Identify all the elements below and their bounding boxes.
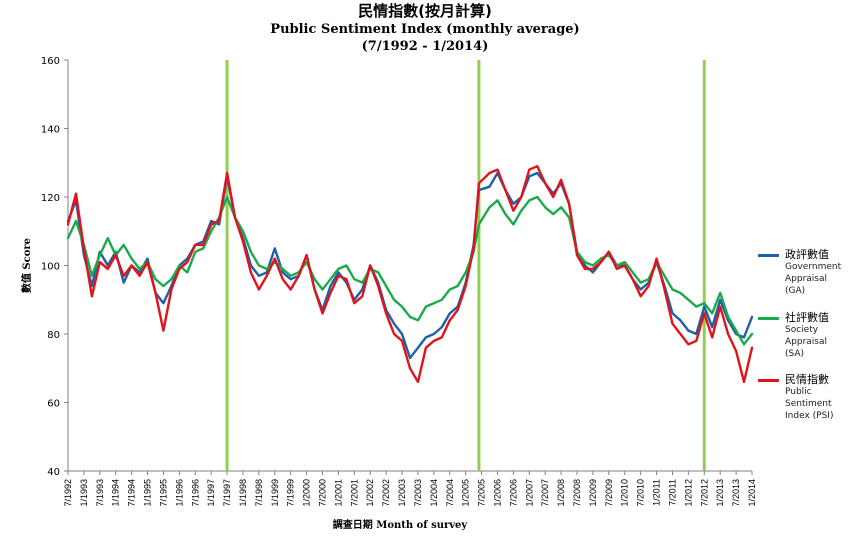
x-tick-label: 7/2012 [699,479,709,507]
y-tick-label: 160 [41,56,60,67]
x-tick-label: 7/2011 [667,479,677,506]
chart-title-english: Public Sentiment Index (monthly average) [270,22,580,37]
x-tick-label: 1/2000 [302,479,312,507]
x-tick-label: 7/2008 [572,479,582,507]
x-tick-label: 7/2010 [636,479,646,507]
x-tick-label: 7/1998 [254,479,264,507]
x-tick-label: 1/2001 [333,479,343,507]
x-tick-label: 1/2004 [429,479,439,507]
x-tick-label: 1/1999 [270,479,280,507]
vertical-markers [225,60,706,471]
y-tick-label: 140 [41,125,60,136]
chart-date-range: (7/1992 - 1/2014) [361,39,489,54]
legend-label-chinese: 民情指數 [785,373,829,386]
x-tick-label: 1/1997 [206,479,216,507]
plot-area [67,60,752,472]
legend-text: 民情指數 Public Sentiment Index (PSI) [785,373,850,422]
chart-title-block: 民情指數(按月計算) Public Sentiment Index (month… [0,0,850,55]
x-tick-label: 7/1997 [222,479,232,507]
x-tick-label: 1/2009 [588,479,598,507]
legend-label-english: Government [785,262,842,272]
legend-label-chinese: 社評數值 [785,311,829,324]
series-line-0 [66,171,754,360]
x-tick-label: 7/2003 [413,479,423,507]
x-tick-label: 7/1993 [95,479,105,507]
x-tick-label: 7/2004 [445,479,455,507]
y-axis: 40 60 80 100 120 140 160 [41,56,68,478]
x-tick-label: 1/2014 [747,479,757,507]
legend-text: 社評數值 Society Appraisal (SA) [785,311,850,360]
x-tick-label: 7/1996 [190,479,200,507]
x-tick-label: 1/2012 [683,479,693,507]
x-tick-label: 7/1994 [127,479,137,507]
x-tick-label: 1/2006 [492,479,502,507]
legend-label-chinese: 政評數值 [785,248,829,261]
x-tick-label: 7/2002 [381,479,391,507]
x-axis: 7/1992 1/1993 7/1993 1/1994 7/1994 1/1995 7/19… [63,471,757,507]
legend-label-english: Index (PSI) [785,411,834,421]
y-tick-label: 120 [41,193,60,204]
x-tick-label: 1/1993 [79,479,89,507]
y-tick-label: 60 [47,399,60,410]
x-tick-label: 7/2013 [731,479,741,507]
chart-title-chinese: 民情指數(按月計算) [358,2,492,20]
x-axis-label: 調查日期 Month of survey [333,518,469,531]
x-tick-label: 1/2008 [556,479,566,507]
legend-label-english: Society [785,325,819,335]
series-lines [66,164,754,384]
x-tick-label: 1/1995 [143,479,153,507]
x-tick-label: 1/1994 [111,479,121,507]
x-tick-label: 1/2011 [652,479,662,506]
legend-label-english: (SA) [785,349,805,359]
legend-swatch [758,379,779,382]
legend-label-english: Sentiment [785,399,832,409]
x-tick-label: 7/2000 [318,479,328,507]
x-tick-label: 1/1996 [174,479,184,507]
x-tick-label: 7/2006 [508,479,518,507]
y-axis-label: 數值 Score [20,238,33,293]
x-tick-label: 1/2013 [715,479,725,507]
y-tick-label: 100 [41,262,60,273]
legend-label-english: (GA) [785,286,806,296]
x-tick-label: 7/2001 [349,479,359,507]
legend-label-english: Appraisal [785,337,828,347]
x-tick-label: 7/1995 [158,479,168,507]
legend-label-english: Public [785,387,812,397]
x-tick-label: 1/2003 [397,479,407,507]
x-tick-label: 1/2002 [365,479,375,507]
y-tick-label: 40 [47,467,60,478]
series-line-1 [66,195,754,346]
x-tick-label: 1/2010 [620,479,630,507]
x-tick-label: 1/2005 [461,479,471,507]
x-tick-label: 1/2007 [524,479,534,507]
x-tick-label: 7/1999 [286,479,296,507]
x-tick-label: 7/2007 [540,479,550,507]
x-tick-label: 1/1998 [238,479,248,507]
legend-label-english: Appraisal [785,274,828,284]
legend-text: 政評數值 Government Appraisal (GA) [785,248,850,297]
legend-swatch [758,254,779,257]
x-tick-label: 7/2009 [604,479,614,507]
x-tick-label: 7/1992 [63,479,73,507]
y-tick-label: 80 [47,330,60,341]
x-tick-label: 7/2005 [477,479,487,507]
series-line-2 [66,164,754,384]
legend-swatch [758,317,779,320]
